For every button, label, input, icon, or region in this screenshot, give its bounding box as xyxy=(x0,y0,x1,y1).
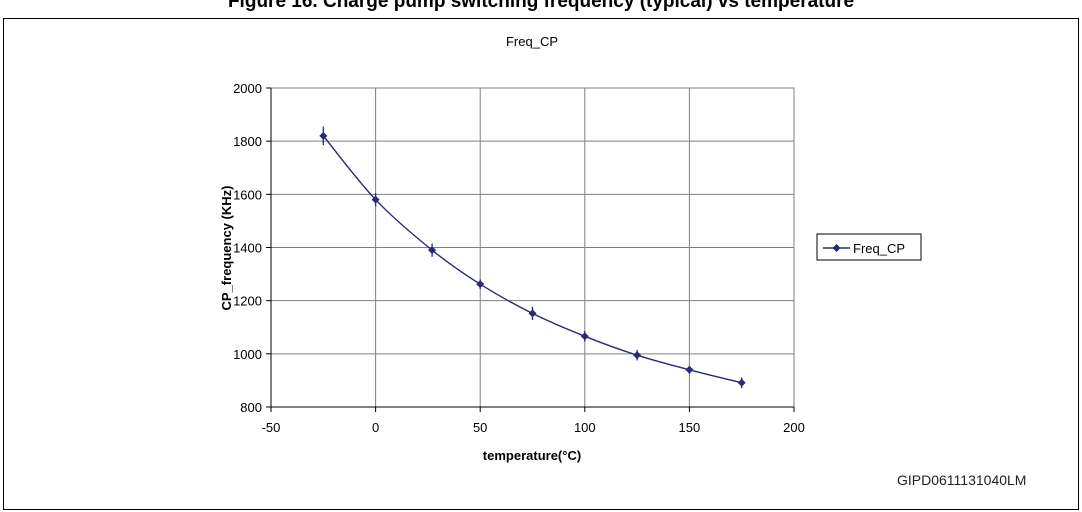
legend: Freq_CP xyxy=(816,233,922,261)
y-tick-label: 1400 xyxy=(233,241,262,256)
gridlines xyxy=(271,88,794,407)
figure-caption: Figure 16. Charge pump switching frequen… xyxy=(0,0,1082,16)
y-axis-label: CP_frequency (KHz) xyxy=(219,186,234,311)
data-point xyxy=(528,309,537,318)
data-point xyxy=(476,280,485,289)
data-point xyxy=(371,195,380,204)
legend-label: Freq_CP xyxy=(853,241,905,256)
chart-title: Freq_CP xyxy=(506,34,558,49)
series-freq-cp xyxy=(319,126,746,389)
x-tick-label: 0 xyxy=(372,420,379,435)
x-axis-ticks: -50 0 50 100 150 200 xyxy=(262,407,805,435)
data-point xyxy=(737,378,746,387)
x-tick-label: 50 xyxy=(473,420,487,435)
x-tick-label: 200 xyxy=(783,420,805,435)
y-axis-ticks: 800 1000 1200 1400 1600 1800 2000 xyxy=(233,81,271,415)
data-point xyxy=(428,246,437,255)
legend-marker-diamond xyxy=(832,244,841,252)
series-line xyxy=(322,135,742,384)
x-tick-label: 150 xyxy=(679,420,701,435)
y-tick-label: 2000 xyxy=(233,81,262,96)
y-tick-label: 1600 xyxy=(233,187,262,202)
y-tick-label: 1000 xyxy=(233,347,262,362)
data-point xyxy=(580,332,589,341)
data-point xyxy=(685,365,694,374)
x-tick-label: 100 xyxy=(574,420,596,435)
figure-frame xyxy=(3,18,1079,510)
y-tick-label: 1200 xyxy=(233,294,262,309)
x-axis-label: temperature(°C) xyxy=(483,448,581,463)
data-point xyxy=(319,131,328,140)
x-tick-label: -50 xyxy=(262,420,281,435)
y-tick-label: 1800 xyxy=(233,134,262,149)
figure-id: GIPD0611131040LM xyxy=(897,472,1027,488)
data-point xyxy=(633,351,642,360)
y-tick-label: 800 xyxy=(240,400,262,415)
figure-caption-text: Figure 16. Charge pump switching frequen… xyxy=(227,0,855,12)
